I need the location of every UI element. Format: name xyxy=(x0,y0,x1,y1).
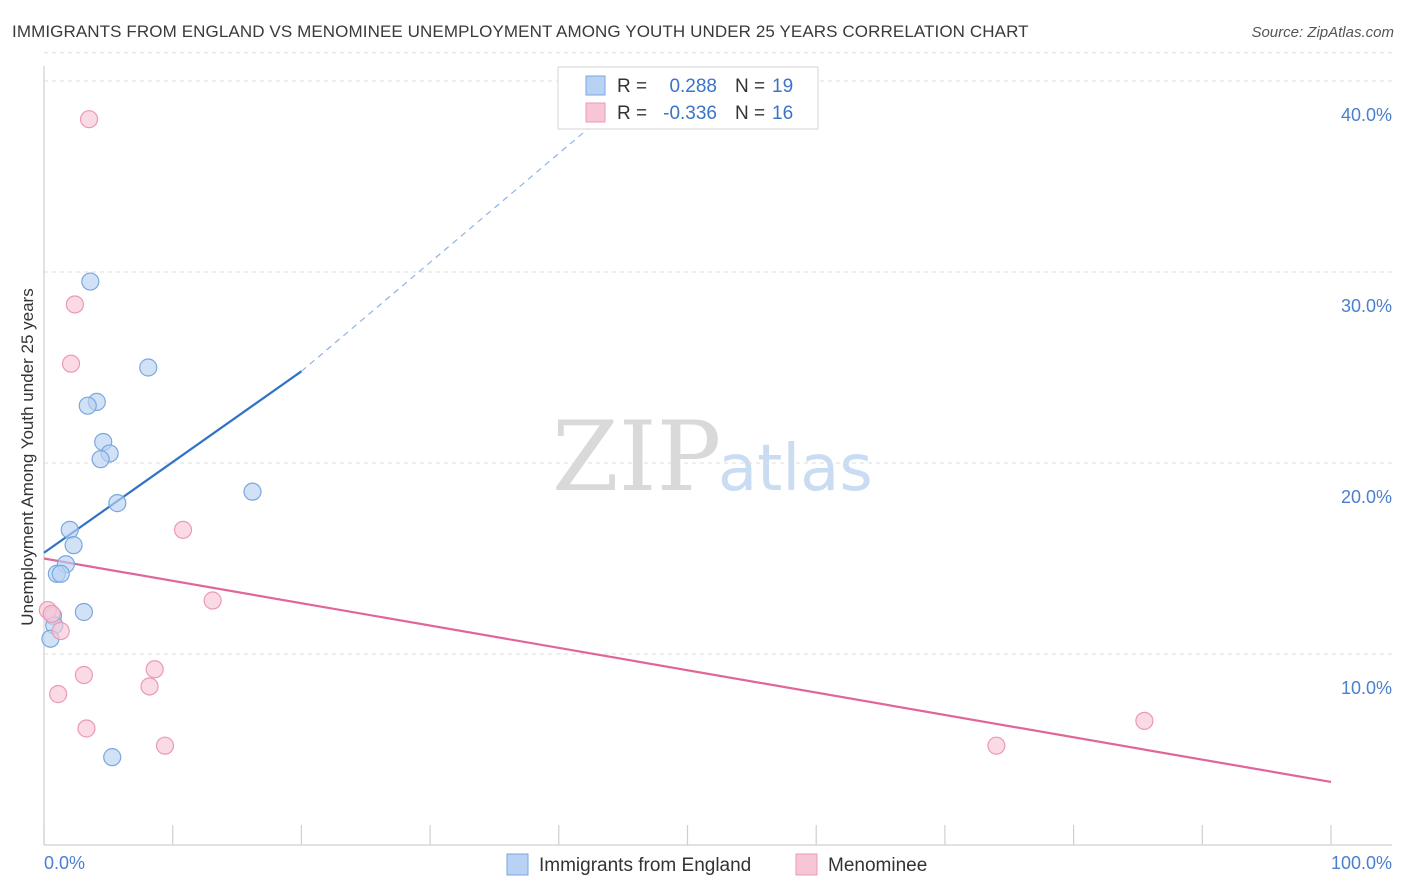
legend-n-label-2: N = xyxy=(735,103,765,124)
point-menominee-13 xyxy=(155,736,175,755)
x-ticks xyxy=(43,825,1332,845)
chart-title: IMMIGRANTS FROM ENGLAND VS MENOMINEE UNE… xyxy=(12,22,1029,41)
bottom-legend-label-2: Menominee xyxy=(828,855,927,876)
point-menominee-8 xyxy=(145,660,164,679)
point-menominee-11 xyxy=(49,685,68,704)
y-tick-label-10: 10.0% xyxy=(1341,678,1392,698)
point-england-3 xyxy=(78,396,97,415)
bottom-legend-swatch-blue xyxy=(506,853,529,876)
trend-line-menominee xyxy=(43,557,1332,784)
data-points xyxy=(38,110,1154,767)
gridlines xyxy=(44,52,1392,655)
source-label: Source: ZipAtlas.com xyxy=(1251,24,1394,41)
point-menominee-10 xyxy=(140,677,159,696)
point-menominee-6 xyxy=(42,604,61,623)
y-tick-label-30: 30.0% xyxy=(1341,296,1392,316)
point-menominee-0 xyxy=(79,110,99,129)
point-menominee-14 xyxy=(1135,711,1154,730)
point-england-13 xyxy=(51,564,70,583)
point-england-10 xyxy=(64,536,83,555)
point-england-6 xyxy=(91,450,110,469)
watermark-atlas: atlas xyxy=(718,432,873,506)
point-england-14 xyxy=(74,602,93,622)
legend-r-value-1: 0.288 xyxy=(669,76,717,97)
trend-line-england xyxy=(43,370,303,554)
point-england-1 xyxy=(139,358,158,377)
y-tick-labels: 10.0% 20.0% 30.0% 40.0% xyxy=(1341,105,1392,698)
bottom-legend-label-1: Immigrants from England xyxy=(539,855,751,876)
legend-r-label-2: R = xyxy=(617,103,647,124)
point-menominee-3 xyxy=(173,520,193,539)
point-menominee-4 xyxy=(203,591,222,610)
point-england-8 xyxy=(108,494,127,513)
series-legend: Immigrants from England Menominee xyxy=(506,853,927,876)
point-menominee-2 xyxy=(61,354,81,373)
point-england-7 xyxy=(243,482,262,501)
legend-r-label-1: R = xyxy=(617,76,647,97)
point-menominee-9 xyxy=(74,665,93,685)
watermark-zip: ZIP xyxy=(552,401,721,513)
legend-swatch-pink xyxy=(585,102,606,123)
bottom-legend-swatch-pink xyxy=(795,853,818,876)
correlation-legend: R = 0.288 N = 19 R = -0.336 N = 16 xyxy=(557,66,819,130)
legend-n-value-1: 19 xyxy=(772,76,793,97)
point-menominee-12 xyxy=(77,719,96,738)
point-england-18 xyxy=(103,748,122,767)
point-england-0 xyxy=(81,272,100,291)
axes xyxy=(43,66,1392,846)
x-tick-label-min: 0.0% xyxy=(44,853,85,873)
legend-r-value-2: -0.336 xyxy=(663,103,717,124)
point-england-9 xyxy=(60,520,79,539)
legend-n-value-2: 16 xyxy=(772,103,793,124)
legend-n-label-1: N = xyxy=(735,76,765,97)
point-menominee-1 xyxy=(65,295,84,314)
point-menominee-15 xyxy=(987,736,1006,755)
y-axis-label: Unemployment Among Youth under 25 years xyxy=(18,288,37,625)
y-tick-label-20: 20.0% xyxy=(1341,487,1392,507)
x-tick-label-max: 100.0% xyxy=(1331,853,1392,873)
y-tick-label-40: 40.0% xyxy=(1341,105,1392,125)
legend-swatch-blue xyxy=(585,75,606,96)
point-menominee-7 xyxy=(51,621,70,641)
